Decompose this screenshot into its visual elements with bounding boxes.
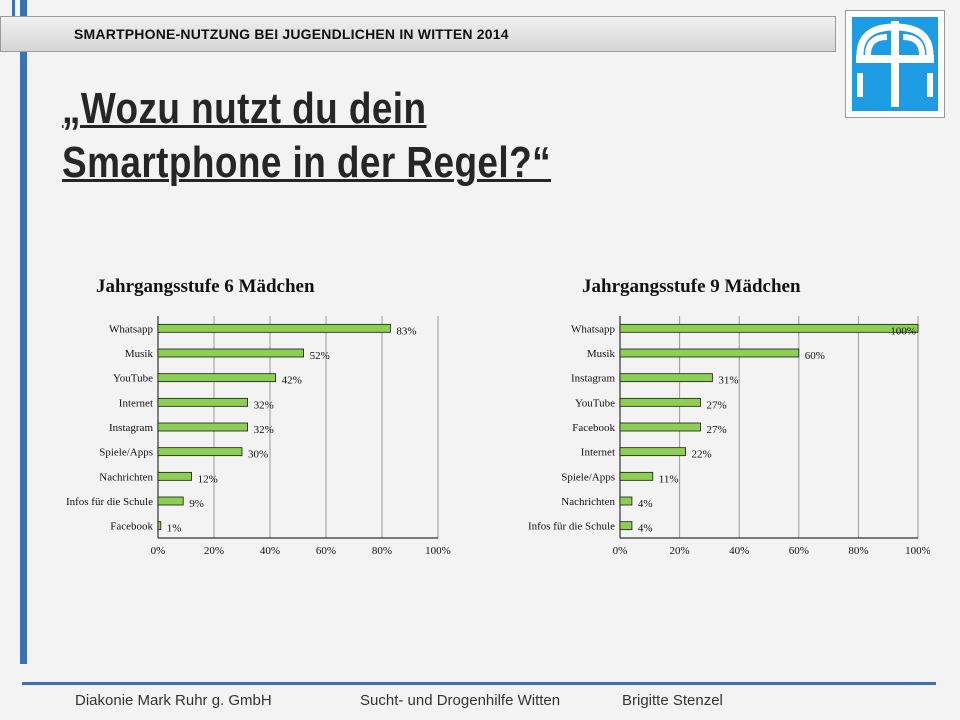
value-label: 9% bbox=[189, 498, 204, 510]
value-label: 83% bbox=[396, 325, 416, 337]
bar bbox=[619, 397, 701, 407]
x-tick-label: 40% bbox=[729, 545, 749, 557]
category-label: Infos für die Schule bbox=[528, 521, 615, 533]
chart-grade9-girls: 0% 20% 40% 60% 80% 100% Whatsapp 100% Musik 60% In… bbox=[528, 316, 930, 557]
x-tick-label: 20% bbox=[204, 545, 224, 557]
x-tick-label: 60% bbox=[789, 545, 809, 557]
category-label: Facebook bbox=[572, 422, 615, 434]
category-label: Instagram bbox=[571, 373, 615, 385]
category-label: Musik bbox=[587, 348, 616, 360]
value-label: 52% bbox=[310, 350, 330, 362]
category-label: Whatsapp bbox=[109, 323, 153, 335]
footer-author: Brigitte Stenzel bbox=[622, 692, 723, 709]
logo bbox=[845, 10, 945, 118]
bar bbox=[619, 323, 919, 333]
category-label: Internet bbox=[119, 397, 153, 409]
category-label: Nachrichten bbox=[99, 471, 153, 483]
category-label: Spiele/Apps bbox=[99, 447, 153, 459]
category-label: YouTube bbox=[575, 397, 615, 409]
value-label: 27% bbox=[706, 424, 726, 436]
category-label: Whatsapp bbox=[571, 323, 615, 335]
x-tick-label: 100% bbox=[425, 545, 451, 557]
bar bbox=[619, 373, 713, 383]
category-label: Facebook bbox=[110, 521, 153, 533]
footer-divider bbox=[22, 682, 936, 685]
value-label: 22% bbox=[692, 449, 712, 461]
footer-org: Diakonie Mark Ruhr g. GmbH bbox=[75, 692, 272, 709]
bar bbox=[157, 496, 184, 506]
value-label: 32% bbox=[254, 399, 274, 411]
value-label: 31% bbox=[718, 375, 738, 387]
value-label: 4% bbox=[638, 523, 653, 535]
value-label: 11% bbox=[659, 473, 679, 485]
bar bbox=[619, 471, 654, 481]
value-label: 100% bbox=[890, 325, 916, 337]
category-label: Infos für die Schule bbox=[66, 496, 153, 508]
x-tick-label: 0% bbox=[613, 545, 628, 557]
page-title: „Wozu nutzt du dein Smartphone in der Re… bbox=[62, 84, 551, 187]
value-label: 42% bbox=[282, 375, 302, 387]
footer-dept: Sucht- und Drogenhilfe Witten bbox=[360, 692, 561, 709]
category-label: Internet bbox=[581, 447, 615, 459]
x-tick-label: 40% bbox=[260, 545, 280, 557]
category-label: Nachrichten bbox=[561, 496, 615, 508]
x-tick-label: 60% bbox=[316, 545, 336, 557]
left-accent-bar-thin bbox=[12, 0, 15, 22]
chart-title-grade6: Jahrgangsstufe 6 Mädchen bbox=[96, 276, 315, 297]
bar bbox=[157, 323, 391, 333]
bar bbox=[157, 422, 248, 432]
x-tick-label: 0% bbox=[151, 545, 166, 557]
left-accent-bar bbox=[20, 0, 27, 664]
value-label: 60% bbox=[805, 350, 825, 362]
x-tick-label: 80% bbox=[848, 545, 868, 557]
header-title: SMARTPHONE-NUTZUNG BEI JUGENDLICHEN IN W… bbox=[74, 26, 509, 42]
chart-title-grade9: Jahrgangsstufe 9 Mädchen bbox=[582, 276, 801, 297]
x-tick-label: 20% bbox=[670, 545, 690, 557]
bar bbox=[619, 422, 701, 432]
category-label: Instagram bbox=[109, 422, 153, 434]
x-tick-label: 80% bbox=[372, 545, 392, 557]
header-band bbox=[0, 16, 836, 52]
value-label: 30% bbox=[248, 449, 268, 461]
value-label: 27% bbox=[706, 399, 726, 411]
value-label: 32% bbox=[254, 424, 274, 436]
bar bbox=[619, 447, 686, 457]
bar bbox=[157, 397, 248, 407]
bar bbox=[157, 471, 192, 481]
category-label: Musik bbox=[125, 348, 154, 360]
chart-grade6-girls: 0% 20% 40% 60% 80% 100% Whatsapp 83% Musik 52% You… bbox=[66, 316, 451, 557]
bar bbox=[619, 521, 633, 531]
bar bbox=[157, 348, 305, 358]
bar bbox=[619, 496, 633, 506]
value-label: 1% bbox=[167, 523, 182, 535]
value-label: 4% bbox=[638, 498, 653, 510]
bar bbox=[619, 348, 800, 358]
diakonie-cross-logo-icon bbox=[852, 17, 938, 111]
bar bbox=[157, 447, 243, 457]
value-label: 12% bbox=[198, 473, 218, 485]
bar bbox=[157, 373, 276, 383]
x-tick-label: 100% bbox=[905, 545, 930, 557]
category-label: Spiele/Apps bbox=[561, 471, 615, 483]
bar bbox=[157, 521, 162, 531]
category-label: YouTube bbox=[113, 373, 153, 385]
